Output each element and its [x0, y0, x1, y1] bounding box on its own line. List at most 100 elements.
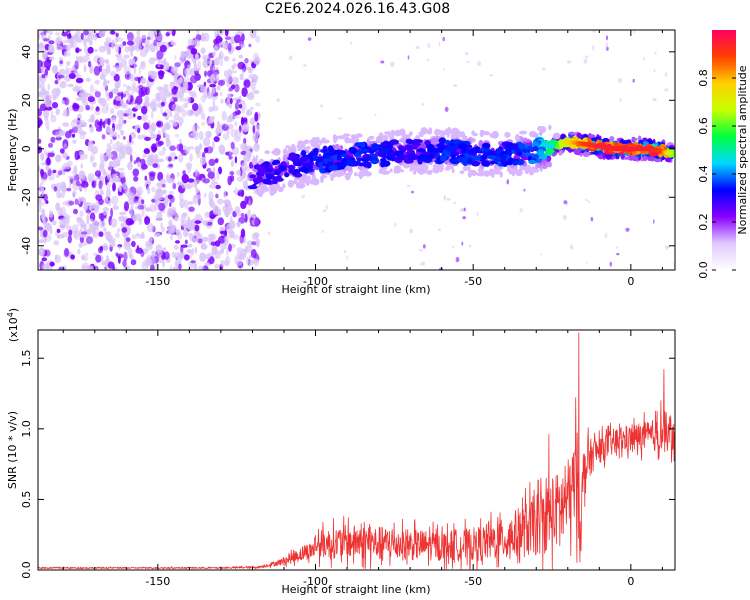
- spectrogram-noise-blob: [64, 97, 69, 106]
- spectrogram-noise-blob: [61, 183, 67, 194]
- ridge-core-blob: [540, 154, 548, 161]
- spectrogram-noise-blob: [112, 157, 119, 165]
- spectrogram-noise-blob: [52, 169, 57, 174]
- spectrogram-noise-blob: [180, 51, 188, 60]
- spectrogram-noise-blob: [188, 206, 195, 212]
- spectrogram-noise-blob: [93, 65, 101, 76]
- spectrogram-noise-blob: [195, 188, 200, 194]
- spectrogram-noise-blob: [44, 249, 51, 257]
- spectrogram-noise-blob: [54, 32, 60, 36]
- spectrogram-noise-blob: [169, 110, 173, 118]
- spectrogram-speckle: [460, 208, 464, 213]
- spectrogram-noise-blob: [115, 64, 120, 73]
- spectrogram-noise-blob: [246, 240, 253, 246]
- spectrogram-noise-blob: [64, 130, 72, 139]
- spectrogram-noise-blob: [68, 73, 76, 79]
- ridge-core-blob: [439, 138, 444, 146]
- ridge-core-blob: [496, 148, 502, 155]
- spectrogram-noise-blob: [90, 153, 93, 164]
- spectrogram-noise-blob: [185, 96, 191, 105]
- spectrogram-speckle: [583, 58, 588, 64]
- spectrogram-noise-blob: [98, 59, 106, 63]
- spectrogram-noise-blob: [256, 238, 260, 248]
- spectrogram-speckle: [442, 68, 445, 71]
- spectrogram-noise-blob: [121, 227, 128, 233]
- ridge-halo-blob: [568, 131, 575, 136]
- ridge-core-blob: [422, 157, 428, 162]
- spectrogram-noise-blob: [117, 92, 122, 97]
- spectrogram-noise-blob: [165, 62, 170, 71]
- spectrogram-speckle: [466, 61, 470, 64]
- spectrogram-noise-blob: [228, 220, 236, 230]
- ridge-halo-blob: [298, 176, 302, 183]
- spectrogram-noise-blob: [234, 187, 238, 196]
- spectrogram-noise-blob: [65, 225, 72, 231]
- spectrogram-noise-blob: [209, 73, 216, 84]
- spectrogram-noise-blob: [59, 148, 65, 154]
- spectrogram-speckle: [455, 256, 460, 263]
- ridge-core-blob: [345, 159, 355, 166]
- spectrogram-speckle: [463, 207, 466, 212]
- spectrogram-noise-blob: [241, 189, 245, 198]
- ridge-halo-blob: [309, 139, 315, 145]
- spectrogram-noise-blob: [126, 40, 135, 46]
- spectrogram-noise-blob: [156, 182, 163, 187]
- spectrogram-noise-blob: [137, 134, 145, 140]
- spectrogram-speckle: [461, 241, 464, 246]
- spectrogram-noise-blob: [202, 137, 211, 147]
- spectrogram-noise-blob: [244, 195, 249, 205]
- spectrogram-noise-blob: [229, 150, 232, 156]
- ridge-core-blob: [333, 149, 342, 155]
- spectrogram-noise-blob: [247, 209, 252, 220]
- spectrogram-noise-blob: [83, 64, 87, 73]
- spectrogram-noise-blob: [127, 93, 131, 102]
- spectrogram-noise-blob: [160, 104, 163, 114]
- spectrogram-noise-blob: [38, 138, 42, 144]
- ridge-halo-blob: [257, 160, 263, 165]
- spectrogram-noise-blob: [159, 44, 167, 53]
- spectrogram-noise-blob: [200, 243, 208, 250]
- spectrogram-noise-blob: [82, 55, 90, 61]
- spectrogram-noise-blob: [124, 235, 128, 245]
- spectrogram-noise-blob: [169, 264, 173, 270]
- spectrogram-noise-blob: [256, 131, 260, 136]
- spectrogram-noise-blob: [229, 171, 235, 176]
- spectrogram-noise-blob: [246, 177, 250, 181]
- spectrogram-noise-blob: [152, 134, 158, 139]
- spectrogram-noise-blob: [228, 230, 235, 239]
- spectrogram-noise-blob: [40, 169, 44, 178]
- spectrogram-noise-blob: [74, 166, 78, 174]
- spectrogram-speckle: [666, 245, 671, 249]
- spectrogram-speckle: [303, 64, 307, 67]
- spectrogram-noise-blob: [86, 211, 90, 221]
- ridge-halo-blob: [334, 143, 340, 150]
- spectrogram-noise-blob: [44, 119, 50, 129]
- spectrogram-noise-blob: [115, 32, 119, 38]
- spectrogram-noise-blob: [205, 253, 211, 259]
- spectrogram-noise-blob: [78, 92, 85, 100]
- spectrogram-noise-blob: [112, 182, 116, 192]
- spectrogram-noise-blob: [59, 81, 67, 89]
- spectrogram-noise-blob: [194, 39, 200, 47]
- ridge-halo-blob: [344, 136, 350, 144]
- spectrogram-speckle: [633, 30, 636, 34]
- spectrogram-noise-blob: [61, 231, 69, 238]
- spectrogram-noise-blob: [133, 176, 139, 182]
- spectrogram-noise-blob: [162, 87, 166, 97]
- spectrogram-noise-blob: [110, 71, 116, 77]
- spectrogram-noise-blob: [201, 121, 205, 127]
- spectrogram-noise-blob: [114, 266, 119, 270]
- spectrogram-noise-blob: [58, 126, 61, 131]
- spectrogram-noise-blob: [79, 133, 85, 140]
- spectrogram-noise-blob: [67, 175, 75, 180]
- spectrogram-noise-blob: [55, 130, 62, 139]
- ridge-halo-blob: [382, 134, 389, 142]
- spectrogram-noise-blob: [135, 36, 142, 45]
- spectrogram-noise-blob: [40, 178, 47, 183]
- spectrogram-noise-blob: [71, 224, 79, 233]
- ridge-halo-blob: [364, 171, 372, 177]
- spectrogram-noise-blob: [171, 103, 179, 112]
- spectrogram-speckle: [453, 201, 456, 205]
- spectrogram-noise-blob: [145, 104, 149, 108]
- ridge-core-blob: [288, 167, 296, 174]
